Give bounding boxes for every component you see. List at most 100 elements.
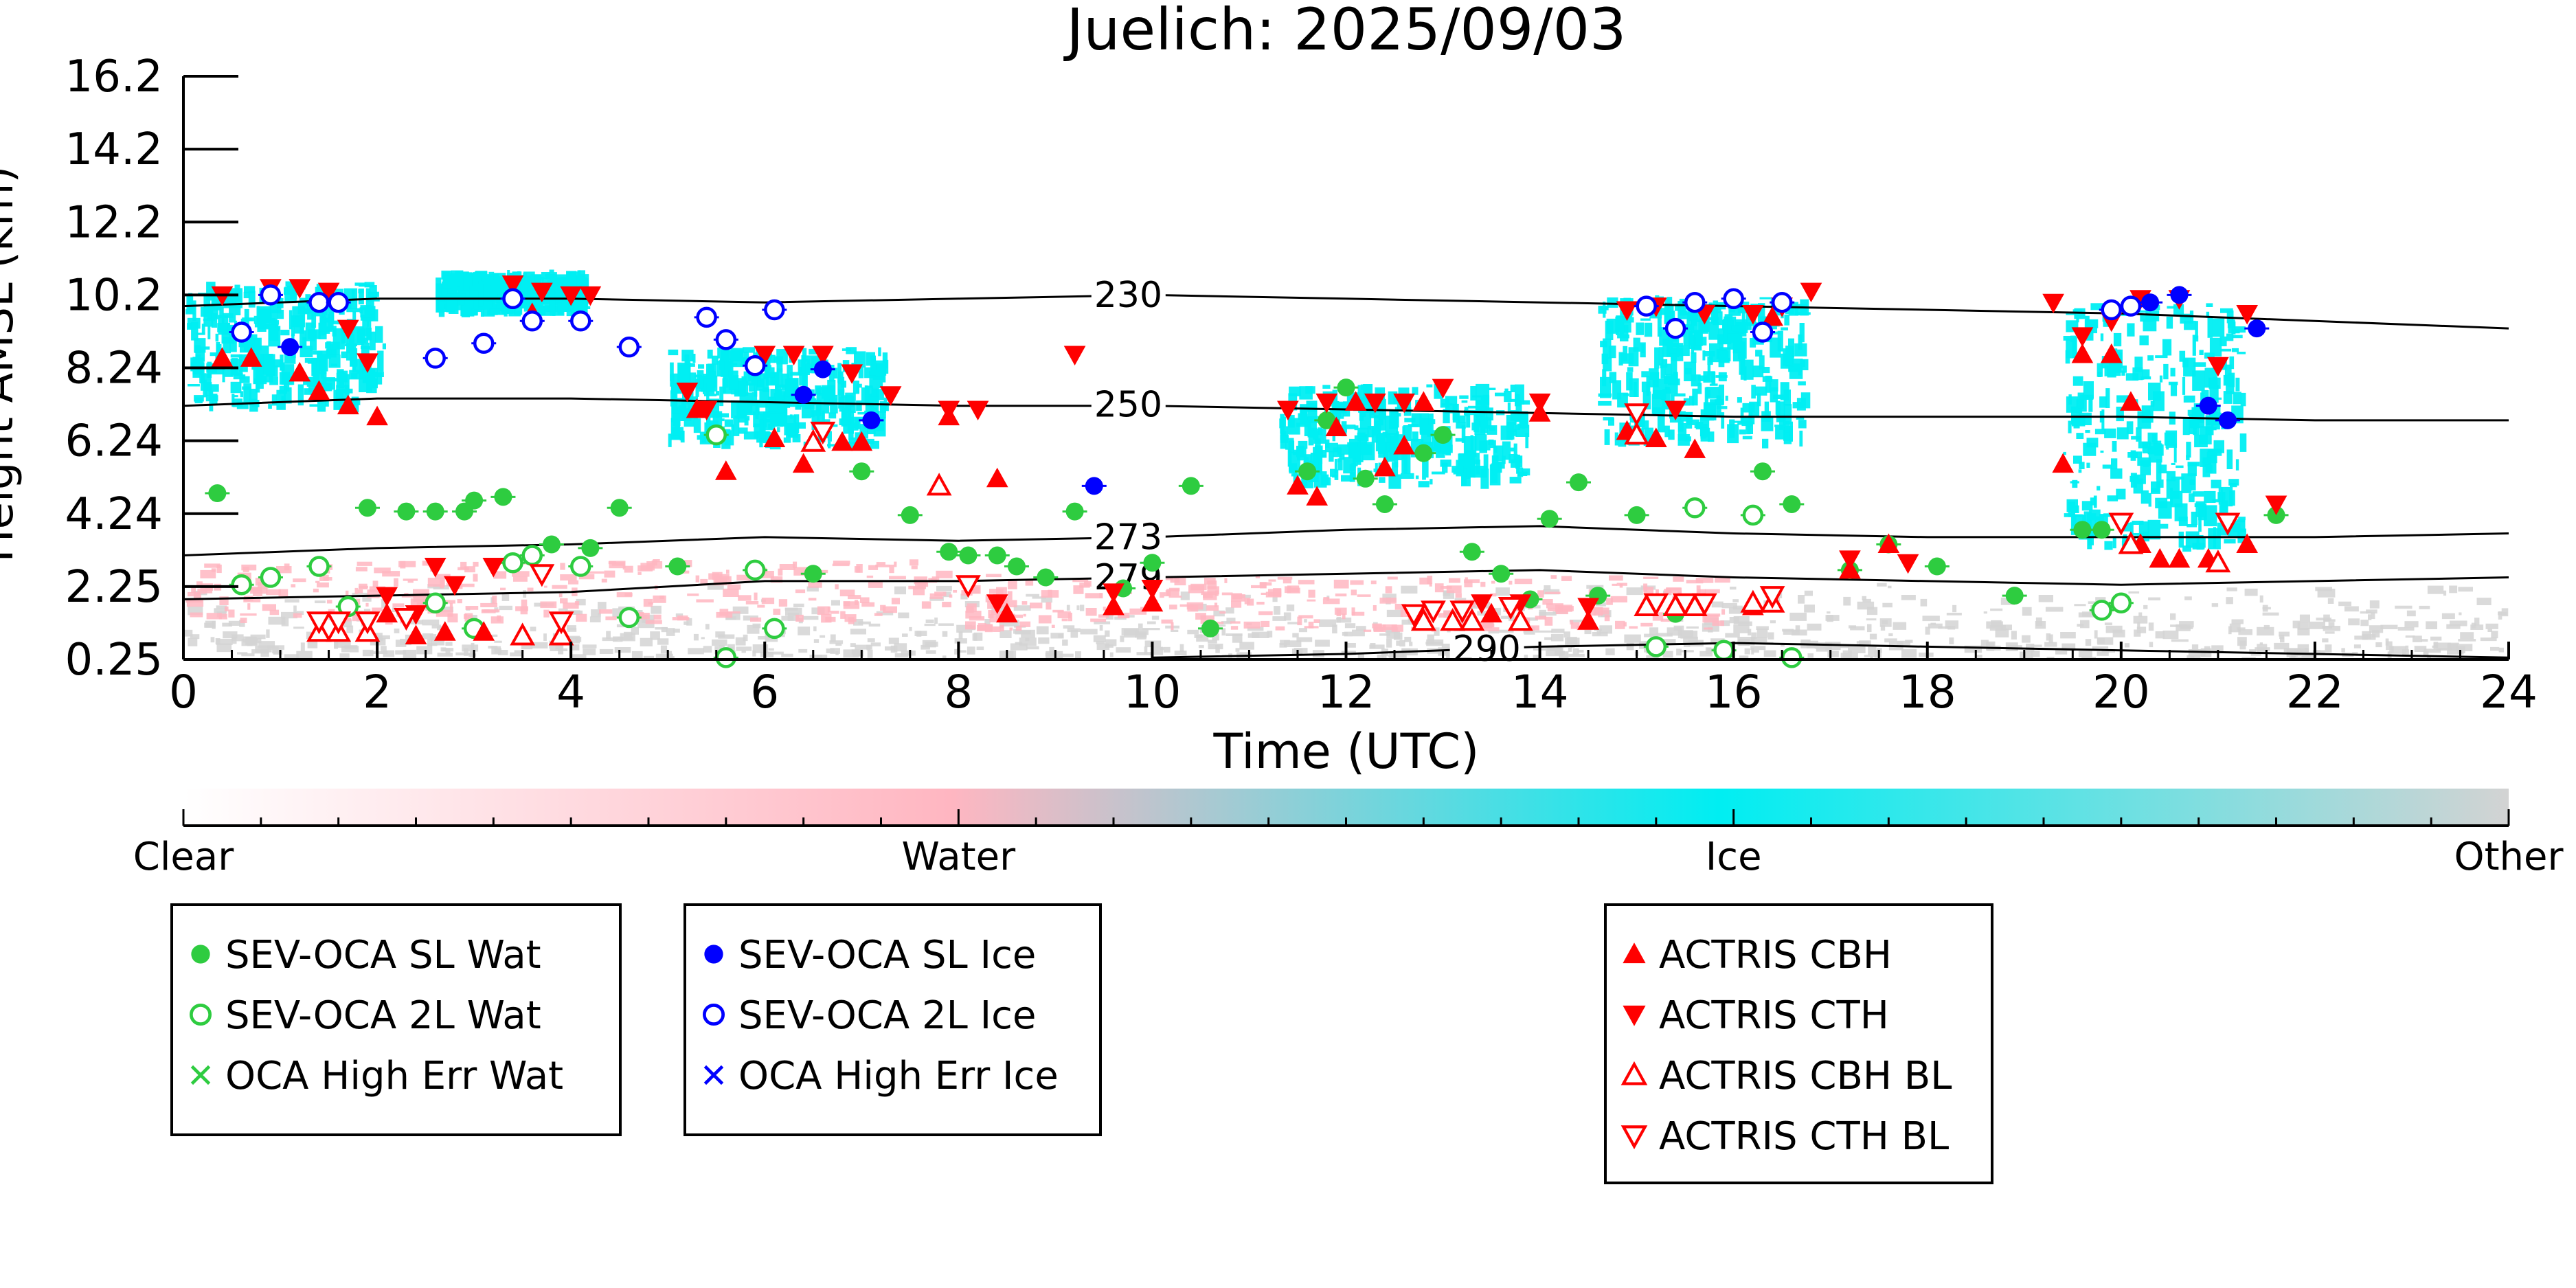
cloud-pixel-ice	[2077, 392, 2084, 409]
legend-marker	[1620, 1061, 1648, 1085]
data-point	[211, 347, 234, 367]
cloud-pixel-water	[552, 585, 567, 589]
cloud-pixel-ice	[2079, 462, 2085, 469]
cloud-pixel-ice	[2164, 432, 2176, 446]
cloud-pixel-water	[262, 604, 276, 611]
cloud-pixel-other	[1725, 633, 1740, 638]
cloud-pixel-ice	[362, 368, 375, 383]
cloud-pixel-other	[268, 616, 286, 625]
cloud-pixel-other	[1225, 607, 1234, 614]
cloud-pixel-other	[2325, 631, 2335, 634]
cloud-pixel-ice	[1624, 317, 1634, 323]
cloud-pixel-other	[1283, 612, 1291, 621]
cloud-pixel-other	[1142, 628, 1160, 631]
cloud-pixel-water	[1002, 600, 1017, 608]
cloud-pixel-ice	[1412, 387, 1419, 395]
cloud-pixel-water	[1179, 604, 1194, 607]
cloud-pixel-ice	[2089, 509, 2101, 521]
cloud-pixel-water	[1704, 589, 1720, 594]
cloud-pixel-other	[1026, 594, 1039, 597]
cloud-pixel-other	[2081, 657, 2097, 659]
cloud-pixel-ice	[2116, 427, 2129, 440]
cloud-pixel-water	[773, 609, 781, 615]
cloud-pixel-water	[965, 606, 974, 613]
cloud-pixel-water	[778, 599, 788, 607]
cloud-pixel-other	[1344, 623, 1356, 629]
cloud-pixel-other	[2226, 587, 2237, 591]
cloud-pixel-ice	[1652, 379, 1667, 400]
cloud-pixel-ice	[1706, 387, 1719, 399]
cloud-pixel-other	[1897, 640, 1910, 646]
cloud-pixel-ice	[1604, 429, 1610, 445]
cloud-pixel-other	[1319, 619, 1337, 627]
cloud-pixel-water	[1391, 624, 1403, 632]
cloud-pixel-other	[1848, 646, 1866, 653]
cloud-pixel-ice	[1305, 386, 1315, 394]
cloud-pixel-other	[395, 650, 407, 655]
cloud-pixel-ice	[325, 342, 330, 349]
cloud-pixel-other	[2239, 640, 2246, 650]
data-point	[1315, 393, 1338, 414]
cloud-pixel-other	[2074, 604, 2086, 607]
series-actris-cth-bl	[306, 403, 2241, 635]
cloud-pixel-other	[2391, 646, 2406, 654]
data-point	[782, 346, 805, 366]
cloud-pixel-ice	[1688, 331, 1694, 349]
cloud-pixel-water	[599, 609, 613, 614]
cloud-pixel-other	[1624, 634, 1641, 643]
data-point	[2248, 319, 2266, 338]
cloud-pixel-water	[1387, 576, 1398, 580]
cloud-pixel-water	[1103, 607, 1106, 611]
cloud-pixel-ice	[376, 372, 383, 385]
x-tick-label: 2	[363, 666, 392, 719]
cloud-pixel-water	[848, 595, 861, 600]
cloud-pixel-water	[1046, 602, 1052, 610]
cloud-pixel-ice	[668, 433, 672, 447]
cloud-pixel-ice	[1657, 317, 1662, 337]
cloud-pixel-ice	[2147, 432, 2158, 444]
cloud-pixel-ice	[1466, 411, 1471, 428]
cloud-pixel-other	[307, 640, 318, 648]
cloud-pixel-ice	[1799, 430, 1803, 447]
cloud-pixel-ice	[1640, 342, 1646, 358]
cloud-pixel-ice	[1737, 352, 1741, 356]
cloud-pixel-ice	[2235, 459, 2239, 471]
cloud-pixel-ice	[2230, 483, 2237, 488]
cloud-pixel-other	[1096, 643, 1110, 651]
cloud-pixel-water	[315, 580, 320, 583]
cloud-pixel-water	[473, 561, 479, 567]
cloud-pixel-ice	[484, 280, 497, 300]
cloud-pixel-other	[1756, 629, 1768, 638]
cloud-pixel-other	[701, 637, 705, 640]
cloud-pixel-other	[1241, 594, 1251, 598]
cloud-pixel-other	[1315, 640, 1330, 647]
cloud-pixel-other	[2148, 622, 2154, 631]
cloud-pixel-other	[1946, 613, 1962, 615]
cloud-pixel-other	[2446, 624, 2461, 629]
cloud-pixel-water	[346, 590, 349, 596]
cloud-pixel-ice	[541, 272, 550, 279]
cloud-pixel-other	[438, 607, 453, 613]
cloud-pixel-water	[1285, 586, 1291, 594]
cloud-pixel-other	[2001, 624, 2012, 631]
cloud-pixel-ice	[1451, 466, 1464, 473]
data-point	[2236, 304, 2259, 325]
cloud-pixel-ice	[2233, 392, 2241, 405]
cloud-pixel-ice	[1522, 400, 1530, 405]
cloud-pixel-other	[2143, 605, 2148, 609]
cloud-pixel-water	[1277, 576, 1293, 580]
cloud-pixel-other	[1080, 605, 1085, 611]
data-point	[308, 556, 330, 577]
cloud-pixel-other	[1990, 608, 2003, 611]
cloud-pixel-other	[1807, 653, 1814, 658]
cloud-pixel-ice	[1742, 436, 1752, 440]
cloud-pixel-water	[778, 568, 783, 576]
cloud-pixel-ice	[1480, 416, 1488, 433]
data-point	[986, 594, 1008, 614]
data-point	[852, 462, 871, 481]
cloud-pixel-water	[398, 561, 416, 567]
cloud-pixel-other	[2325, 644, 2332, 653]
cloud-pixel-ice	[279, 385, 287, 394]
cloud-pixel-other	[1596, 630, 1601, 635]
data-point	[1492, 565, 1511, 583]
